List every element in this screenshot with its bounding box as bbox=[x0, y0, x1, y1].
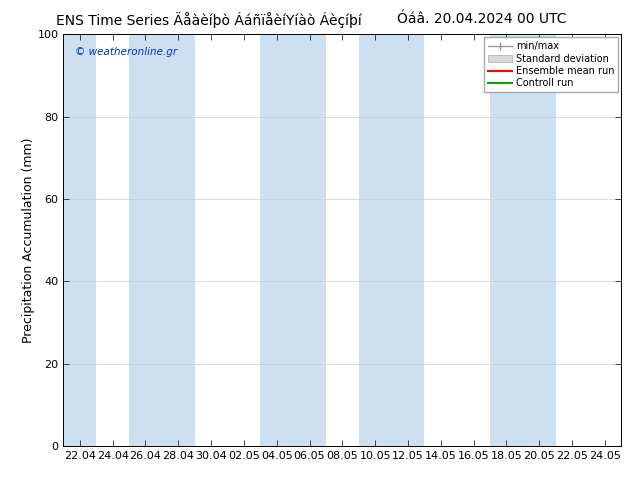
Bar bbox=[63, 34, 96, 446]
Bar bbox=[129, 34, 195, 446]
Text: ENS Time Series Äåàèíþò ÁáñïåèíYíàò Áèçíþí: ENS Time Series Äåàèíþò ÁáñïåèíYíàò Áèçí… bbox=[56, 12, 362, 28]
Bar bbox=[490, 34, 555, 446]
Bar bbox=[359, 34, 424, 446]
Text: Óáâ. 20.04.2024 00 UTC: Óáâ. 20.04.2024 00 UTC bbox=[397, 12, 567, 26]
Legend: min/max, Standard deviation, Ensemble mean run, Controll run: min/max, Standard deviation, Ensemble me… bbox=[484, 37, 618, 92]
Bar bbox=[261, 34, 326, 446]
Text: © weatheronline.gr: © weatheronline.gr bbox=[75, 47, 177, 57]
Y-axis label: Precipitation Accumulation (mm): Precipitation Accumulation (mm) bbox=[22, 137, 35, 343]
